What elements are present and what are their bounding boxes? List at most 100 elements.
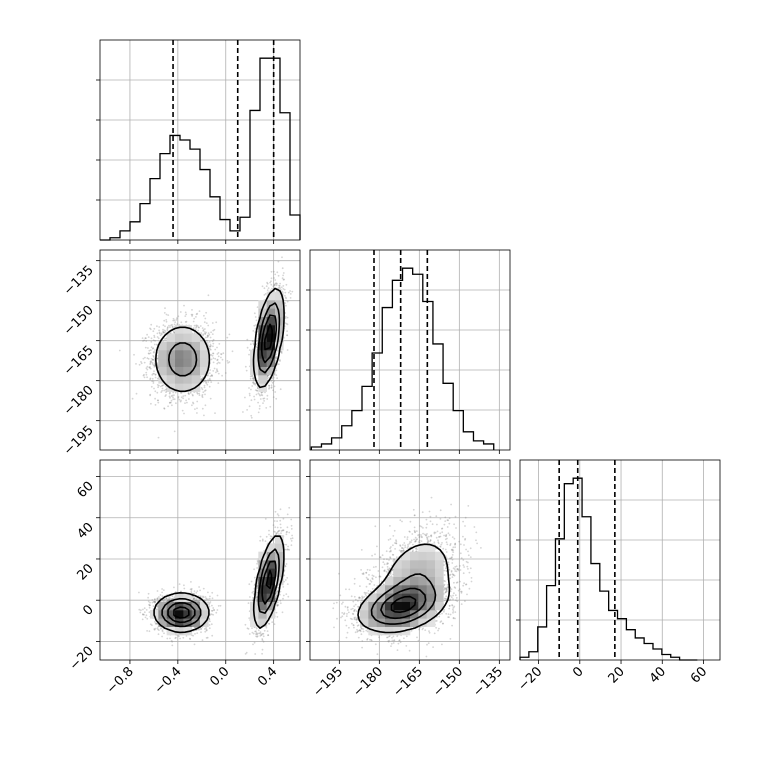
y-tick-label: 40 [75,520,97,542]
scatter-panel-0-1: −195−180−165−150−135 [61,248,300,458]
y-tick-label: −150 [61,303,97,339]
scatter-point [179,638,181,640]
scatter-point [150,352,152,354]
scatter-point [246,339,248,341]
scatter-point [246,370,248,372]
scatter-point [151,346,153,348]
scatter-point [273,277,275,279]
scatter-point [256,394,258,396]
scatter-point [207,335,209,337]
scatter-point [160,594,162,596]
scatter-point [269,282,271,284]
scatter-point [242,411,244,413]
x-tick-label: 0.4 [255,664,280,689]
scatter-point [185,400,187,402]
x-tick-label: 60 [688,664,710,686]
scatter-point [153,335,155,337]
scatter-point [270,284,272,286]
scatter-point [167,405,169,407]
scatter-point [169,397,171,399]
scatter-point [171,400,173,402]
ticks [96,80,274,244]
scatter-point [212,343,214,345]
scatter-point [281,286,283,288]
scatter-point [133,354,135,356]
ticks [306,290,499,454]
scatter-point [199,310,201,312]
scatter-point [205,404,207,406]
scatter-point [215,372,217,374]
scatter-point [270,380,272,382]
scatter-point [272,389,274,391]
scatter-point [291,291,293,293]
scatter-point [288,292,290,294]
scatter-point [272,382,274,384]
scatter-point [210,331,212,333]
scatter-point [255,324,257,326]
scatter-point [196,326,198,328]
scatter-point [286,323,288,325]
scatter-point [164,312,166,314]
scatter-point [280,351,282,353]
scatter-point [163,390,165,392]
scatter-point [204,321,206,323]
scatter-point [193,327,195,329]
scatter-point [245,366,247,368]
scatter-point [226,337,228,339]
scatter-point [139,612,141,614]
scatter-point [172,320,174,322]
scatter-point [250,378,252,380]
scatter-point [177,315,179,317]
scatter-point [192,395,194,397]
scatter-point [190,581,192,583]
scatter-point [152,359,154,361]
histogram-step-line [311,268,493,450]
scatter-point [212,370,214,372]
scatter-point [273,271,275,273]
density-cell [183,333,192,342]
x-tick-label: 40 [647,664,669,686]
scatter-point [139,364,141,366]
scatter-point [278,275,280,277]
scatter-point [119,350,121,352]
scatter-point [257,402,259,404]
scatter-point [209,606,211,608]
scatter-point [262,285,264,287]
scatter-point [175,392,177,394]
scatter-point [218,352,220,354]
density-cell [175,358,184,367]
scatter-point [146,376,148,378]
scatter-point [276,271,278,273]
scatter-point [266,398,268,400]
scatter-point [251,417,253,419]
scatter-point [204,333,206,335]
scatter-point [279,360,281,362]
scatter-point [193,403,195,405]
scatter-point [261,394,263,396]
scatter-point [220,357,222,359]
scatter-point [254,399,256,401]
scatter-point [196,407,198,409]
scatter-point [253,381,255,383]
scatter-point [210,398,212,400]
scatter-point [202,639,204,641]
scatter-point [147,366,149,368]
scatter-point [194,590,196,592]
y-tick-label: 0 [80,602,96,618]
scatter-point [265,407,267,409]
scatter-point [148,367,150,369]
scatter-point [211,375,213,377]
scatter-point [145,347,147,349]
scatter-point [191,589,193,591]
scatter-point [151,386,153,388]
scatter-point [218,373,220,375]
scatter-point [287,301,289,303]
scatter-point [206,322,208,324]
scatter-point [183,413,185,415]
scatter-point [173,587,175,589]
scatter-point [185,321,187,323]
scatter-point [198,327,200,329]
scatter-point [143,375,145,377]
